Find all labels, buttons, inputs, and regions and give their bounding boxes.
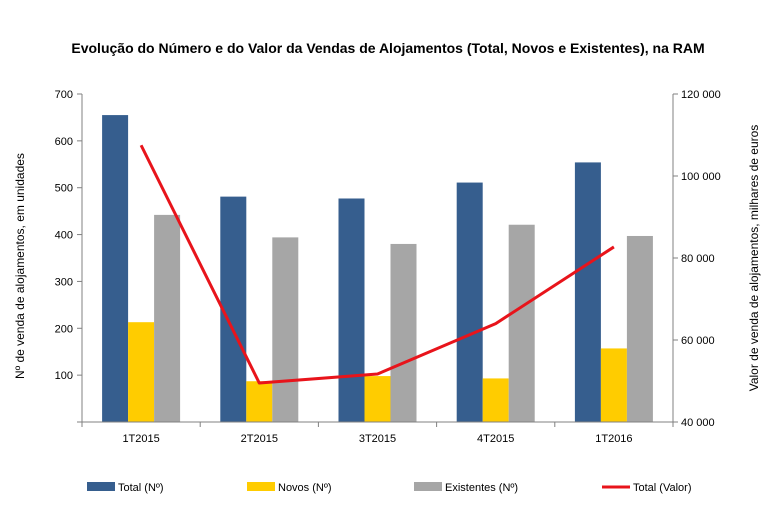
plot-area: 100 200 300 400 500 600 700 40 000 60 000 80 000 1… (55, 89, 721, 445)
bar-2-5 (600, 348, 627, 422)
bar-1-5 (574, 162, 601, 422)
bar-2-2 (246, 381, 273, 422)
legend-swatch-1 (87, 482, 115, 491)
bar-3-4 (508, 224, 535, 422)
bar-1-3 (338, 198, 365, 422)
legend-label-1: Total (Nº) (118, 482, 164, 494)
legend-swatch-2 (247, 482, 275, 491)
legend-label-2: Novos (Nº) (278, 482, 332, 494)
chart-title: Evolução do Número e do Valor da Vendas … (71, 40, 704, 56)
y2-tick-label-4: 100 000 (681, 171, 721, 183)
x-tick-label-2: 2T2015 (241, 433, 278, 445)
y-tick-label-6: 600 (55, 136, 73, 148)
legend-swatch-3 (414, 482, 442, 491)
y2-tick-label-5: 120 000 (681, 89, 721, 101)
legend-label-3: Existentes (Nº) (445, 482, 518, 494)
y-tick-label-2: 200 (55, 323, 73, 335)
y2-axis-label: Valor de venda de alojamentos, milhares … (747, 125, 761, 392)
y-tick-label-4: 400 (55, 230, 73, 242)
y-tick-label-7: 700 (55, 89, 73, 101)
y2-tick-label-1: 40 000 (681, 417, 715, 429)
x-tick-label-4: 4T2015 (477, 433, 514, 445)
bar-1-2 (220, 196, 247, 422)
y-tick-label-5: 500 (55, 183, 73, 195)
bar-1-1 (102, 115, 129, 422)
line-series-1 (139, 144, 615, 385)
bar-3-5 (626, 235, 653, 422)
y-axis-label: Nº de venda de alojamentos, em unidades (13, 153, 27, 379)
y-tick-label-3: 300 (55, 276, 73, 288)
bar-1-4 (456, 182, 483, 422)
legend-label-4: Total (Valor) (633, 482, 691, 494)
bar-3-1 (154, 214, 181, 422)
x-tick-label-3: 3T2015 (359, 433, 396, 445)
y2-tick-label-3: 80 000 (681, 253, 715, 265)
bar-3-2 (272, 237, 299, 422)
y2-tick-label-2: 60 000 (681, 335, 715, 347)
bar-2-1 (128, 322, 155, 422)
legend: Total (Nº) Novos (Nº) Existentes (Nº) Total… (87, 482, 691, 494)
bar-2-4 (482, 378, 509, 422)
x-tick-label-1: 1T2015 (122, 433, 159, 445)
bar-2-3 (364, 376, 391, 422)
bar-3-3 (390, 243, 417, 422)
y-tick-label-1: 100 (55, 370, 73, 382)
x-tick-label-5: 1T2016 (595, 433, 632, 445)
